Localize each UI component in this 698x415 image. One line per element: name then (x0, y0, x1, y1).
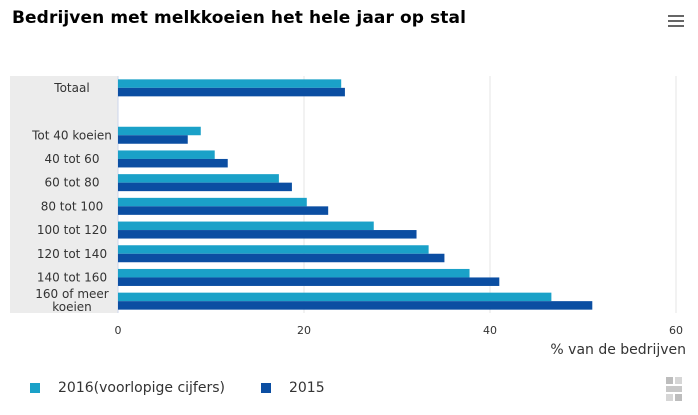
bar-2016[interactable] (118, 221, 374, 231)
bar-2015[interactable] (118, 277, 500, 286)
category-label: 160 of meer koeien (35, 287, 109, 314)
bar-2015[interactable] (118, 301, 593, 310)
bar-2016[interactable] (118, 126, 201, 136)
bar-2015[interactable] (118, 87, 345, 97)
category-label: Totaal (53, 81, 89, 95)
bar-2015[interactable] (118, 135, 188, 144)
category-label: 120 tot 140 (37, 247, 107, 261)
x-tick-label: 20 (297, 324, 311, 337)
category-axis-band (10, 76, 118, 313)
bar-2015[interactable] (118, 230, 417, 239)
bar-2016[interactable] (118, 292, 552, 302)
bar-2016[interactable] (118, 79, 342, 88)
bar-chart: Totaal Tot 40 koeien 40 tot 60 60 tot 80 80 … (10, 76, 686, 358)
legend-item-2015[interactable]: 2015 (260, 380, 325, 396)
category-label: 40 tot 60 (45, 152, 100, 166)
hamburger-menu-icon[interactable] (666, 12, 686, 32)
chart-legend: 2016(voorlopige cijfers) 2015 (30, 380, 361, 396)
legend-swatch-2016 (30, 383, 40, 393)
x-tick-label: 40 (483, 324, 497, 337)
x-tick-label: 60 (669, 324, 683, 337)
x-tick-label: 0 (115, 324, 122, 337)
bar-2015[interactable] (118, 253, 445, 263)
category-label: 60 tot 80 (45, 176, 100, 190)
bar-2016[interactable] (118, 268, 470, 278)
legend-label-2015: 2015 (288, 380, 325, 396)
category-label: Tot 40 koeien (31, 128, 112, 142)
bar-2016[interactable] (118, 245, 429, 254)
legend-swatch-2015 (260, 383, 271, 393)
chart-title: Bedrijven met melkkoeien het hele jaar o… (12, 8, 466, 28)
category-label: 100 tot 120 (37, 223, 107, 237)
x-axis-title: % van de bedrijven (550, 342, 686, 358)
legend-label-2016: 2016(voorlopige cijfers) (58, 380, 225, 396)
category-label: 140 tot 160 (37, 270, 107, 284)
bar-2016[interactable] (118, 197, 307, 207)
category-label: 80 tot 100 (41, 199, 104, 213)
bar-2016[interactable] (118, 174, 279, 183)
bar-2015[interactable] (118, 206, 329, 215)
cbs-logo-icon (666, 377, 682, 401)
bar-2015[interactable] (118, 158, 228, 168)
bar-2015[interactable] (118, 182, 292, 192)
bar-2016[interactable] (118, 150, 215, 159)
legend-item-2016[interactable]: 2016(voorlopige cijfers) (30, 380, 225, 396)
